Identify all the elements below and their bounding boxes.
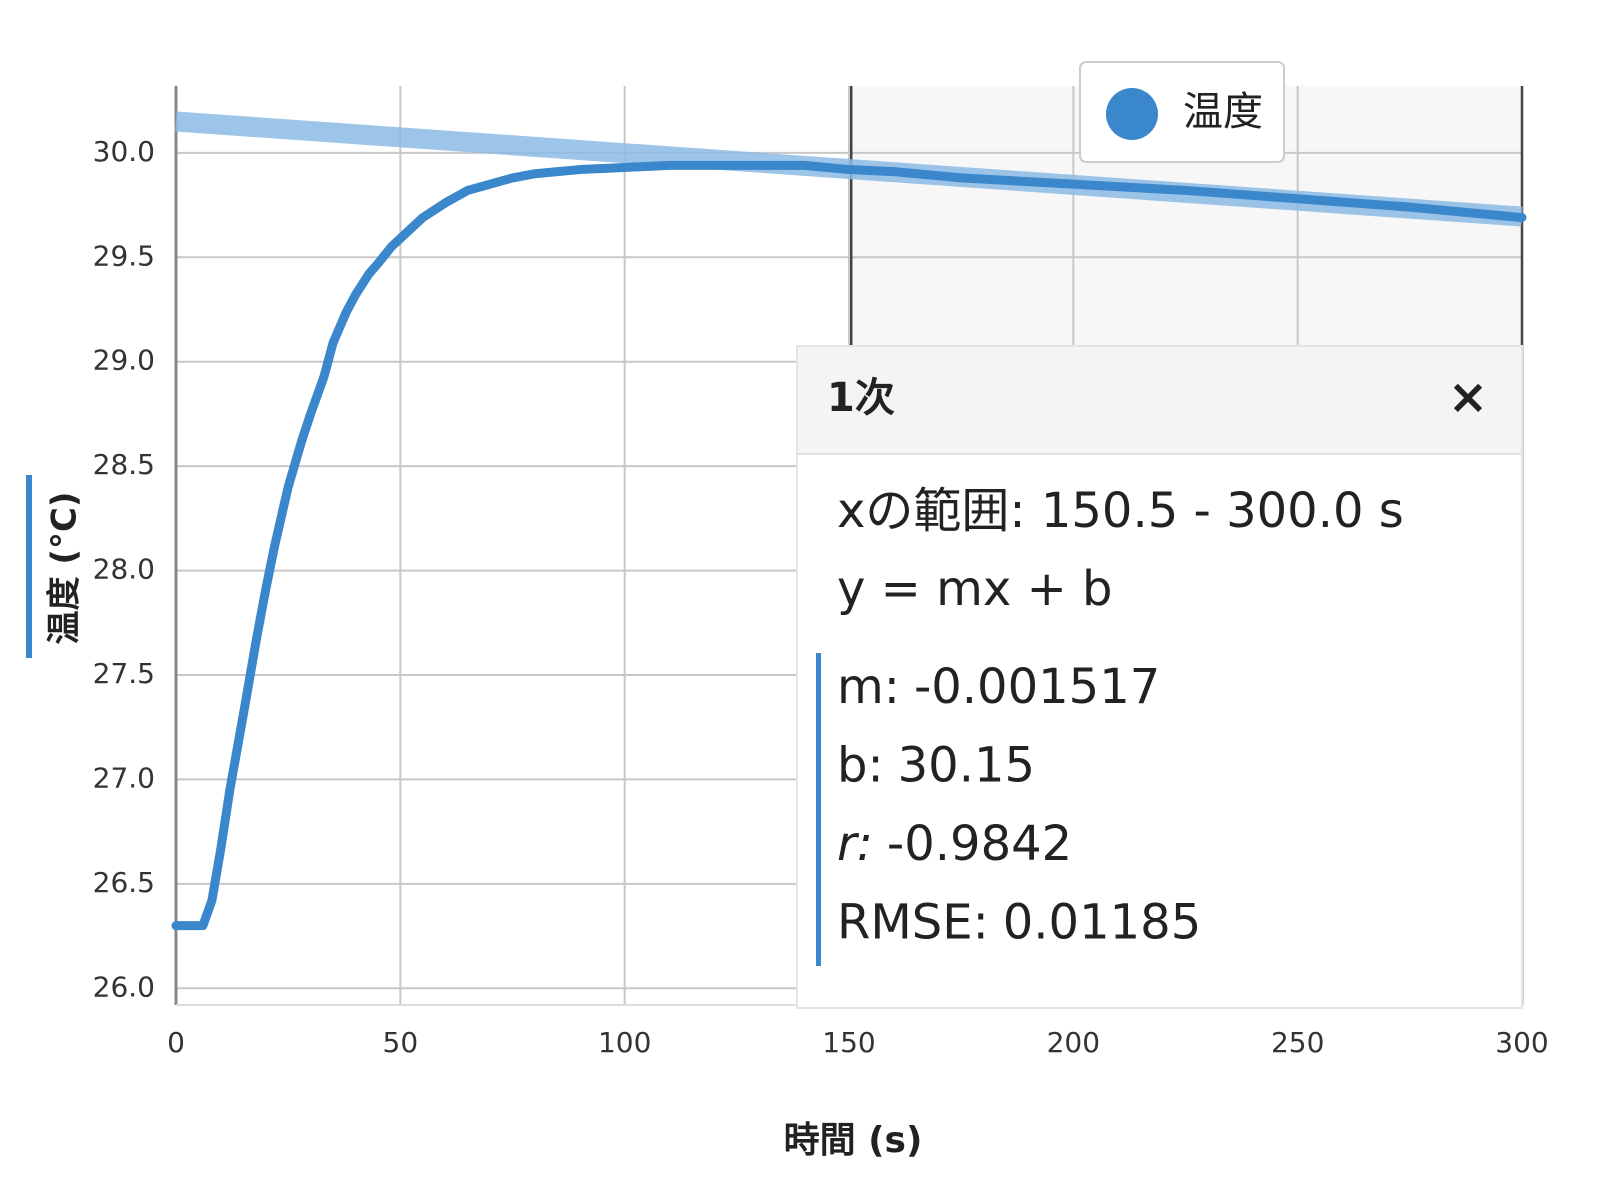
fit-params: m: -0.001517 b: 30.15 r: -0.9842 RMSE: 0.01185 bbox=[837, 659, 1201, 951]
y-tick-label: 30.0 bbox=[93, 135, 155, 168]
fit-param: b: 30.15 bbox=[837, 738, 1035, 794]
y-tick-label: 29.5 bbox=[93, 239, 155, 272]
param-value: 30.15 bbox=[898, 738, 1035, 794]
panel-header bbox=[798, 347, 1521, 454]
close-button[interactable]: × bbox=[1448, 369, 1488, 425]
legend-label: 温度 bbox=[1183, 89, 1263, 135]
fit-range: xの範囲: 150.5 - 300.0 s bbox=[837, 483, 1404, 539]
y-tick-label: 29.0 bbox=[93, 344, 155, 377]
x-tick-label: 250 bbox=[1271, 1026, 1324, 1059]
param-value: 0.01185 bbox=[1003, 895, 1202, 951]
x-tick-label: 100 bbox=[598, 1026, 651, 1059]
param-label: RMSE: bbox=[837, 895, 989, 951]
fit-param: m: -0.001517 bbox=[837, 659, 1160, 715]
y-tick-label: 28.5 bbox=[93, 448, 155, 481]
param-value: -0.9842 bbox=[887, 816, 1072, 872]
panel-title: 1次 bbox=[827, 375, 895, 421]
fit-equation: y = mx + b bbox=[837, 561, 1113, 617]
params-marker bbox=[816, 653, 821, 966]
y-tick-label: 27.0 bbox=[93, 761, 155, 794]
param-label: r: bbox=[837, 816, 873, 872]
data-line bbox=[171, 160, 1527, 931]
y-tick-label: 27.5 bbox=[93, 657, 155, 690]
x-tick-label: 150 bbox=[822, 1026, 875, 1059]
y-axis-title-marker bbox=[26, 475, 32, 658]
param-label: b: bbox=[837, 738, 884, 794]
x-axis-title: 時間 (s) bbox=[784, 1120, 923, 1161]
fit-panel: 1次 × xの範囲: 150.5 - 300.0 s y = mx + b m:… bbox=[796, 345, 1523, 1009]
x-tick-label: 50 bbox=[383, 1026, 419, 1059]
param-label: m: bbox=[837, 659, 900, 715]
legend-marker bbox=[1106, 88, 1158, 140]
x-tick-label: 300 bbox=[1495, 1026, 1548, 1059]
panel-box bbox=[796, 345, 1523, 1009]
y-tick-label: 26.5 bbox=[93, 866, 155, 899]
y-tick-label: 28.0 bbox=[93, 553, 155, 586]
fit-param: RMSE: 0.01185 bbox=[837, 895, 1201, 951]
y-tick-label: 26.0 bbox=[93, 970, 155, 1003]
x-tick-label: 200 bbox=[1047, 1026, 1100, 1059]
y-axis-title-bg bbox=[0, 460, 92, 670]
legend[interactable]: 温度 bbox=[1079, 61, 1285, 163]
y-axis-title: 温度 (°C) bbox=[45, 492, 85, 645]
x-tick-label: 0 bbox=[167, 1026, 185, 1059]
fit-param: r: -0.9842 bbox=[837, 816, 1072, 872]
param-value: -0.001517 bbox=[914, 659, 1160, 715]
